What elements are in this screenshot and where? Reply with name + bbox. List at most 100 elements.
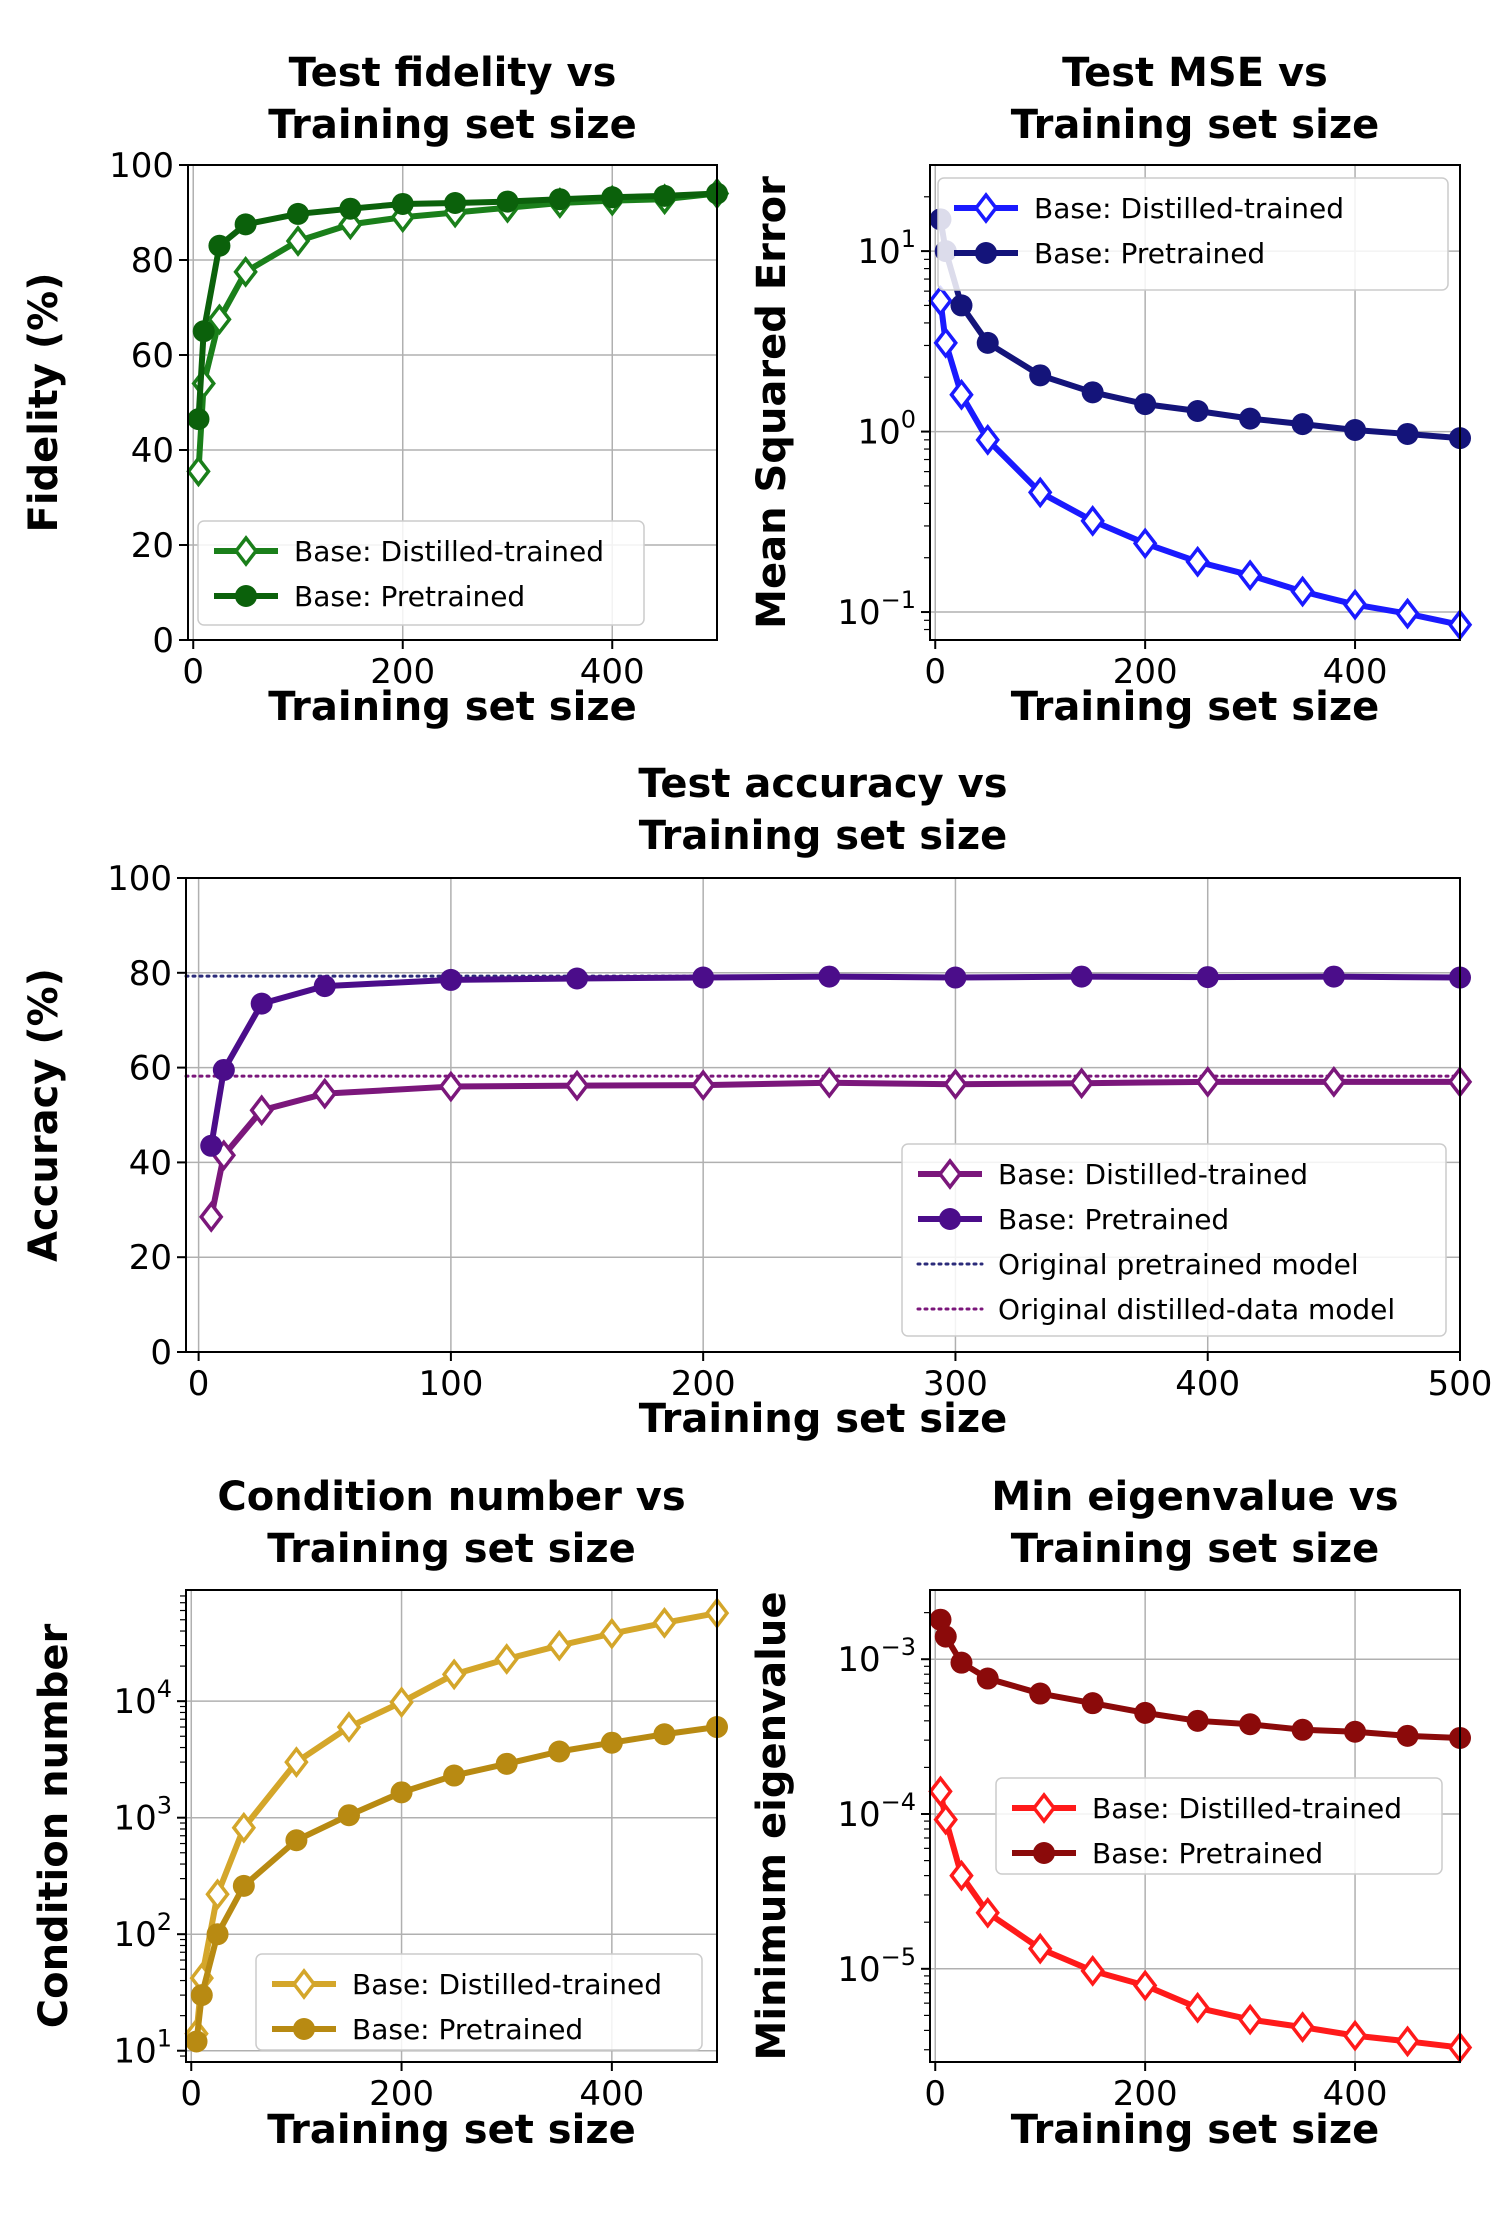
x-axis-label: Training set size bbox=[267, 2107, 635, 2153]
data-point bbox=[943, 1068, 968, 1101]
legend: Base: Distilled-trained Base: Pretrained bbox=[937, 177, 1449, 291]
chart-accuracy: 0 100 200 300 400 500 0 20 40 60 80 100 Test accurac… bbox=[21, 761, 1492, 1442]
data-point bbox=[1237, 559, 1263, 592]
data-point bbox=[439, 968, 462, 991]
data-point bbox=[312, 1077, 337, 1110]
data-point bbox=[601, 186, 624, 209]
y-tick-label: 60 bbox=[129, 1049, 172, 1089]
data-point bbox=[944, 966, 967, 989]
y-tick-label: 10−3 bbox=[837, 1633, 916, 1680]
legend-box bbox=[995, 1777, 1443, 1875]
data-point bbox=[976, 331, 999, 354]
data-point bbox=[208, 234, 231, 257]
data-point bbox=[928, 284, 953, 317]
x-axis-label: Training set size bbox=[1011, 684, 1379, 730]
x-tick-label: 0 bbox=[924, 2074, 946, 2114]
data-point bbox=[444, 192, 467, 214]
legend-marker bbox=[939, 1208, 961, 1230]
y-tick-label: 80 bbox=[131, 241, 174, 281]
data-point bbox=[933, 327, 958, 359]
data-point bbox=[818, 965, 841, 988]
y-axis-label: Accuracy (%) bbox=[21, 968, 67, 1262]
legend-marker bbox=[293, 2018, 315, 2040]
chart-mineig: 0 200 400 10−5 10−4 10−3 Min eigenvalue vs Trai… bbox=[749, 1474, 1473, 2153]
chart-fidelity: 0 200 400 0 20 40 60 80 100 Test fidelity vs Train… bbox=[21, 50, 730, 730]
data-point bbox=[1029, 364, 1052, 387]
y-axis-label: Minimum eigenvalue bbox=[749, 1592, 795, 2061]
y-tick-label: 40 bbox=[129, 1143, 172, 1183]
data-point bbox=[1080, 505, 1105, 537]
data-point bbox=[1344, 1720, 1367, 1743]
data-point bbox=[1237, 2003, 1263, 2036]
data-point bbox=[339, 197, 362, 220]
legend-label: Original distilled-data model bbox=[998, 1293, 1395, 1326]
series-pretrained bbox=[200, 965, 1471, 1157]
data-point bbox=[313, 975, 336, 998]
data-point bbox=[1395, 2025, 1420, 2058]
data-point bbox=[1290, 575, 1315, 608]
chart-title: Training set size bbox=[1011, 1526, 1379, 1572]
data-point bbox=[1186, 1709, 1209, 1732]
data-point bbox=[337, 1804, 360, 1827]
x-tick-label: 200 bbox=[1113, 652, 1178, 692]
legend-marker bbox=[937, 1158, 963, 1190]
data-point bbox=[548, 1740, 571, 1763]
x-tick-label: 0 bbox=[180, 2074, 202, 2114]
legend: Base: Distilled-trained Base: Pretrained bbox=[255, 1953, 703, 2051]
data-point bbox=[1080, 1954, 1105, 1987]
legend-label: Base: Pretrained bbox=[294, 580, 525, 613]
data-point bbox=[1081, 1692, 1104, 1715]
data-point bbox=[495, 1752, 518, 1775]
data-point bbox=[185, 2030, 208, 2053]
data-point bbox=[1395, 597, 1420, 630]
data-point bbox=[690, 1069, 716, 1102]
chart-title: Training set size bbox=[639, 813, 1007, 859]
data-point bbox=[929, 1608, 952, 1631]
y-tick-label: 101 bbox=[113, 2025, 172, 2072]
data-point bbox=[250, 992, 273, 1015]
legend: Base: Distilled-trained Base: Pretrained bbox=[197, 520, 645, 626]
series-distilled-trained bbox=[186, 177, 730, 488]
data-point bbox=[206, 1923, 229, 1946]
data-point bbox=[566, 967, 589, 990]
y-tick-label: 10−1 bbox=[837, 586, 916, 633]
y-tick-label: 80 bbox=[129, 954, 172, 994]
series-pretrained bbox=[187, 182, 728, 431]
x-tick-label: 200 bbox=[369, 2074, 434, 2114]
data-point bbox=[928, 1775, 953, 1808]
data-point bbox=[933, 1803, 958, 1836]
data-point bbox=[232, 1874, 255, 1897]
x-axis-label: Training set size bbox=[1011, 2107, 1379, 2153]
y-tick-label: 0 bbox=[150, 1333, 172, 1373]
data-point bbox=[1291, 1718, 1314, 1741]
legend-box bbox=[937, 177, 1449, 291]
data-point bbox=[949, 1859, 974, 1892]
x-tick-label: 400 bbox=[1323, 652, 1388, 692]
data-point bbox=[1344, 419, 1367, 442]
series-line bbox=[208, 973, 1460, 1147]
data-point bbox=[1132, 527, 1158, 560]
data-point bbox=[1342, 2019, 1368, 2052]
data-point bbox=[285, 225, 311, 257]
y-axis-label: Fidelity (%) bbox=[21, 273, 67, 533]
legend-label: Base: Distilled-trained bbox=[1092, 1792, 1402, 1825]
data-point bbox=[441, 1658, 467, 1691]
data-point bbox=[391, 192, 414, 215]
plot-frame bbox=[185, 1589, 718, 2063]
plot-frame bbox=[929, 164, 1461, 641]
data-point bbox=[564, 1069, 590, 1102]
x-tick-label: 300 bbox=[923, 1364, 988, 1404]
series-distilled-trained bbox=[928, 284, 1473, 641]
y-tick-label: 40 bbox=[131, 431, 174, 471]
legend-label: Base: Pretrained bbox=[352, 2013, 583, 2046]
data-point bbox=[496, 190, 519, 213]
series-pretrained bbox=[185, 1716, 728, 2053]
legend: Base: Distilled-trained Base: Pretrained bbox=[995, 1777, 1443, 1875]
x-tick-label: 400 bbox=[1175, 1364, 1240, 1404]
data-point bbox=[286, 202, 309, 225]
legend-marker bbox=[1031, 1792, 1057, 1824]
data-point bbox=[231, 1811, 257, 1844]
data-point bbox=[1134, 1701, 1157, 1724]
data-point bbox=[652, 1606, 677, 1639]
